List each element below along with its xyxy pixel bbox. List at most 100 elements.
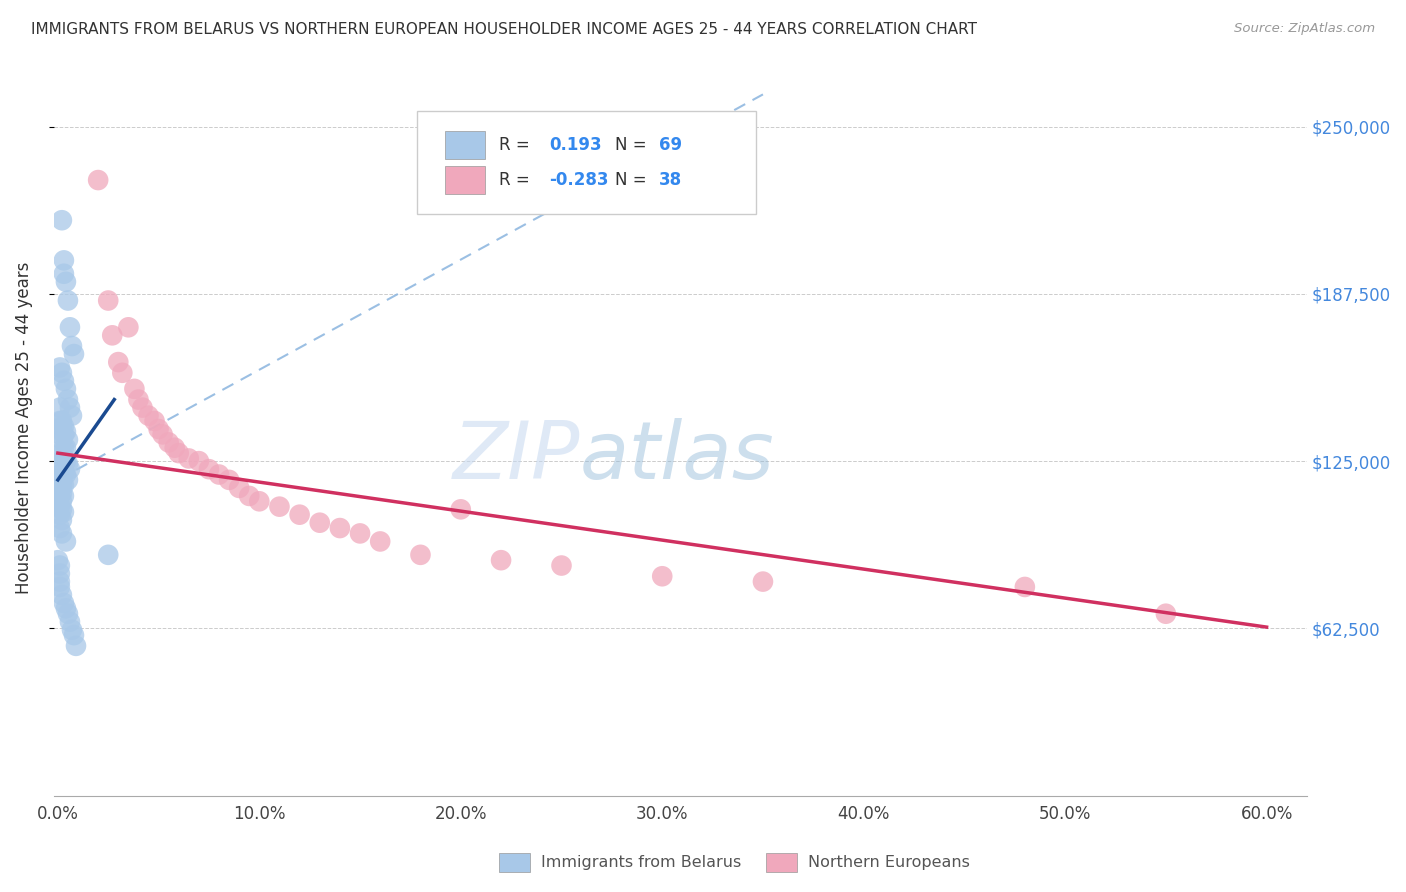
Point (56, 473, 79, 487)
Text: 69: 69 (659, 136, 682, 154)
Point (55, 534, 77, 549)
Point (111, 366, 134, 380)
Point (157, 435, 180, 450)
Point (51, 414, 73, 428)
Text: IMMIGRANTS FROM BELARUS VS NORTHERN EUROPEAN HOUSEHOLDER INCOME AGES 25 - 44 YEA: IMMIGRANTS FROM BELARUS VS NORTHERN EURO… (31, 22, 977, 37)
Point (489, 553, 512, 567)
Point (55, 425, 77, 439)
Point (52, 489, 75, 503)
Point (51, 486, 73, 500)
Point (143, 414, 166, 428)
Point (55, 467, 77, 482)
Point (124, 382, 146, 396)
Y-axis label: Householder Income Ages 25 - 44 years: Householder Income Ages 25 - 44 years (15, 261, 32, 594)
Point (131, 401, 153, 415)
Point (63, 628, 86, 642)
Point (187, 454, 209, 468)
Point (51, 478, 73, 492)
Point (152, 427, 174, 442)
Point (52, 596, 75, 610)
Point (51, 494, 73, 508)
Point (148, 422, 170, 436)
FancyBboxPatch shape (444, 166, 485, 194)
Point (51, 588, 73, 602)
Point (138, 409, 160, 423)
Point (167, 446, 190, 460)
Point (117, 320, 139, 334)
Point (49, 467, 72, 482)
Text: Immigrants from Belarus: Immigrants from Belarus (541, 855, 741, 870)
Point (59, 615, 82, 629)
Point (51, 419, 73, 434)
Point (52, 267, 75, 281)
Point (329, 521, 352, 535)
Point (228, 481, 250, 495)
Point (49, 580, 72, 594)
Point (49, 489, 72, 503)
Point (49, 401, 72, 415)
Point (51, 513, 73, 527)
Point (308, 516, 330, 530)
Point (247, 494, 270, 508)
Point (52, 451, 75, 466)
Point (450, 502, 472, 516)
FancyBboxPatch shape (418, 112, 755, 214)
Point (238, 489, 260, 503)
Point (49, 360, 72, 375)
Point (49, 566, 72, 581)
Point (87, 173, 110, 187)
Point (49, 473, 72, 487)
Text: 38: 38 (659, 170, 682, 188)
Point (49, 558, 72, 573)
Point (51, 526, 73, 541)
Point (49, 454, 72, 468)
Point (97, 293, 120, 308)
Point (60, 339, 83, 353)
Point (1014, 580, 1036, 594)
Point (101, 328, 124, 343)
Point (49, 574, 72, 589)
Point (349, 526, 371, 541)
FancyBboxPatch shape (444, 131, 485, 159)
Point (59, 401, 82, 415)
Point (51, 459, 73, 474)
Point (1154, 607, 1177, 621)
Point (55, 441, 77, 455)
Point (52, 374, 75, 388)
Point (51, 446, 73, 460)
Point (163, 441, 186, 455)
Point (52, 253, 75, 268)
Point (51, 502, 73, 516)
Point (752, 574, 775, 589)
Point (49, 500, 72, 514)
Point (177, 451, 200, 466)
Point (56, 607, 79, 621)
Point (51, 366, 73, 380)
Point (51, 213, 73, 227)
Point (97, 548, 120, 562)
Point (651, 569, 673, 583)
Point (269, 500, 291, 514)
Point (56, 457, 79, 471)
Point (55, 601, 77, 615)
Text: 0.193: 0.193 (548, 136, 602, 154)
Point (55, 454, 77, 468)
Text: -0.283: -0.283 (548, 170, 609, 188)
Point (49, 481, 72, 495)
Text: R =: R = (499, 136, 534, 154)
Point (60, 623, 83, 637)
Point (127, 392, 149, 407)
Text: Source: ZipAtlas.com: Source: ZipAtlas.com (1234, 22, 1375, 36)
Point (51, 433, 73, 447)
Point (49, 508, 72, 522)
Point (52, 478, 75, 492)
Text: N =: N = (616, 170, 652, 188)
Point (368, 534, 391, 549)
Point (409, 548, 432, 562)
Point (52, 465, 75, 479)
Point (218, 473, 240, 487)
Point (208, 467, 231, 482)
Point (49, 414, 72, 428)
Point (550, 558, 572, 573)
Point (65, 639, 87, 653)
